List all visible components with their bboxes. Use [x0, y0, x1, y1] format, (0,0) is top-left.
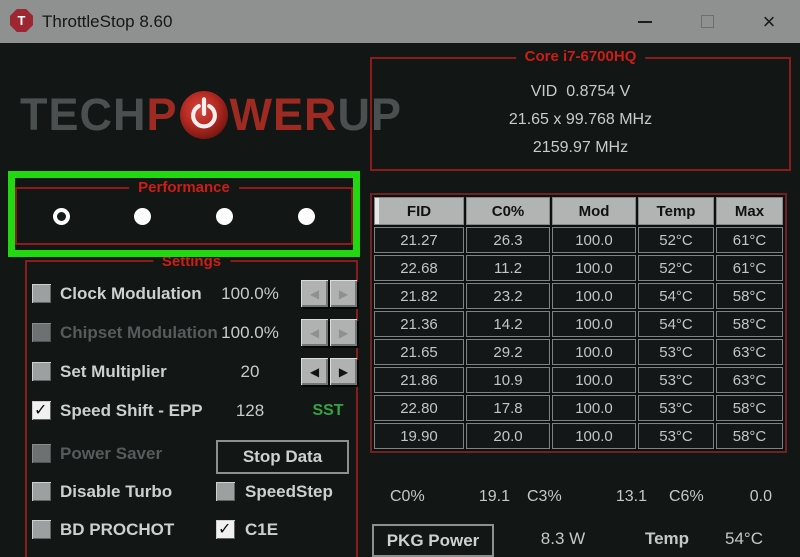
package-power-row: PKG Power 8.3 W Temp 54°C	[372, 521, 782, 557]
package-power-value: 8.3 W	[540, 529, 586, 548]
maximize-icon	[700, 15, 714, 28]
clock-modulation-label: Clock Modulation	[60, 284, 202, 303]
window-title: ThrottleStop 8.60	[42, 12, 173, 31]
set-multiplier-checkbox[interactable]	[32, 362, 51, 381]
techpowerup-logo: TECH P WER UP	[20, 73, 402, 157]
speed-shift-epp-value: 128	[235, 401, 265, 420]
set-multiplier-row: Set Multiplier 20 ◀ ▶	[27, 358, 357, 386]
speed-shift-label: Speed Shift - EPP	[60, 401, 203, 420]
column-header-max: Max	[716, 197, 783, 225]
set-multiplier-value: 20	[240, 362, 260, 381]
minimize-button[interactable]	[614, 0, 676, 43]
cpu-multiplier-value: 21.65 x 99.768 MHz	[508, 111, 653, 128]
temp-label: Temp	[644, 529, 690, 548]
chipset-modulation-label: Chipset Modulation	[60, 323, 218, 342]
settings-group: Settings Clock Modulation 100.0% ◀ ▶ Chi…	[25, 253, 358, 557]
disable-turbo-row: Disable Turbo SpeedStep	[27, 478, 356, 506]
column-header-fid: FID	[374, 197, 464, 225]
power-saver-checkbox[interactable]	[32, 444, 51, 463]
clock-modulation-row: Clock Modulation 100.0% ◀ ▶	[27, 280, 357, 308]
table-row: 21.36 14.2 100.0 54°C 58°C	[374, 311, 783, 337]
core-monitoring-table: FID C0% Mod Temp Max 21.27 26.3 100.0 52°C 6…	[370, 193, 787, 453]
temp-value: 54°C	[725, 529, 763, 548]
cpu-vid-value: VID 0.8754 V	[530, 83, 631, 100]
table-row: 21.27 26.3 100.0 52°C 61°C	[374, 227, 783, 253]
minimize-icon	[638, 20, 652, 23]
disable-turbo-label: Disable Turbo	[60, 482, 173, 501]
c6-value: 0.0	[749, 488, 772, 505]
speed-shift-row: Speed Shift - EPP 128 SST	[27, 397, 356, 425]
power-saver-row: Power Saver	[27, 440, 356, 468]
column-header-c0: C0%	[466, 197, 550, 225]
speedstep-checkbox[interactable]	[216, 482, 235, 501]
set-multiplier-increase-button[interactable]: ▶	[330, 358, 357, 385]
set-multiplier-decrease-button[interactable]: ◀	[301, 358, 328, 385]
table-row: 21.65 29.2 100.0 53°C 63°C	[374, 339, 783, 365]
column-header-mod: Mod	[552, 197, 636, 225]
maximize-button[interactable]	[676, 0, 738, 43]
pkg-power-button[interactable]: PKG Power	[372, 524, 494, 557]
title-bar[interactable]: T ThrottleStop 8.60 ×	[0, 0, 800, 43]
chipset-modulation-row: Chipset Modulation 100.0% ◀ ▶	[27, 319, 357, 347]
chipset-modulation-checkbox[interactable]	[32, 323, 51, 342]
bd-prochot-label: BD PROCHOT	[60, 520, 175, 539]
c1e-label: C1E	[245, 520, 279, 539]
logo-text-up: UP	[337, 89, 403, 140]
close-button[interactable]: ×	[762, 9, 776, 34]
table-row: 19.90 20.0 100.0 53°C 58°C	[374, 423, 783, 449]
speed-shift-checkbox[interactable]	[32, 400, 51, 420]
bd-prochot-checkbox[interactable]	[32, 520, 51, 539]
clock-modulation-increase-button[interactable]: ▶	[330, 280, 357, 307]
performance-profile-radio-2[interactable]	[134, 208, 151, 225]
bd-prochot-row: BD PROCHOT C1E	[27, 516, 356, 544]
clock-modulation-value: 100.0%	[221, 284, 279, 303]
highlight-annotation: Performance	[8, 171, 360, 257]
throttlestop-logo-icon: T	[10, 9, 33, 32]
table-row: 22.68 11.2 100.0 52°C 61°C	[374, 255, 783, 281]
cpu-name-title: Core i7-6700HQ	[515, 48, 646, 65]
clock-modulation-decrease-button[interactable]: ◀	[301, 280, 328, 307]
chipset-modulation-value: 100.0%	[221, 323, 279, 342]
logo-text-wer: WER	[229, 89, 338, 140]
performance-profile-radio-3[interactable]	[216, 208, 233, 225]
stop-data-button[interactable]: Stop Data	[216, 440, 349, 474]
sst-status-badge: SST	[312, 402, 344, 419]
cpu-frequency-value: 2159.97 MHz	[532, 139, 629, 156]
chipset-modulation-decrease-button[interactable]: ◀	[301, 319, 328, 346]
c6-label: C6%	[669, 488, 704, 505]
performance-title: Performance	[129, 179, 239, 196]
power-saver-label: Power Saver	[60, 444, 163, 463]
table-row: 21.86 10.9 100.0 53°C 63°C	[374, 367, 783, 393]
chipset-modulation-increase-button[interactable]: ▶	[330, 319, 357, 346]
c0-label: C0%	[390, 488, 425, 505]
table-row: 21.82 23.2 100.0 54°C 58°C	[374, 283, 783, 309]
column-header-temp: Temp	[638, 197, 714, 225]
performance-profile-radio-1[interactable]	[53, 208, 70, 225]
performance-profile-radio-4[interactable]	[298, 208, 315, 225]
c0-value: 19.1	[478, 488, 510, 505]
table-header-row: FID C0% Mod Temp Max	[374, 197, 783, 225]
c3-label: C3%	[527, 488, 562, 505]
cstate-stats-row: C0% 19.1 C3% 13.1 C6% 0.0	[372, 487, 772, 507]
table-row: 22.80 17.8 100.0 53°C 58°C	[374, 395, 783, 421]
performance-group: Performance	[15, 179, 353, 245]
cpu-info-panel: Core i7-6700HQ VID 0.8754 V 21.65 x 99.7…	[370, 48, 791, 171]
power-icon	[179, 90, 229, 140]
settings-title: Settings	[152, 253, 231, 270]
speedstep-label: SpeedStep	[245, 482, 333, 501]
logo-text-p: P	[146, 89, 178, 140]
logo-text-tech: TECH	[20, 89, 147, 140]
set-multiplier-label: Set Multiplier	[60, 362, 167, 381]
clock-modulation-checkbox[interactable]	[32, 284, 51, 303]
c1e-checkbox[interactable]	[216, 519, 235, 539]
c3-value: 13.1	[615, 488, 647, 505]
disable-turbo-checkbox[interactable]	[32, 482, 51, 501]
